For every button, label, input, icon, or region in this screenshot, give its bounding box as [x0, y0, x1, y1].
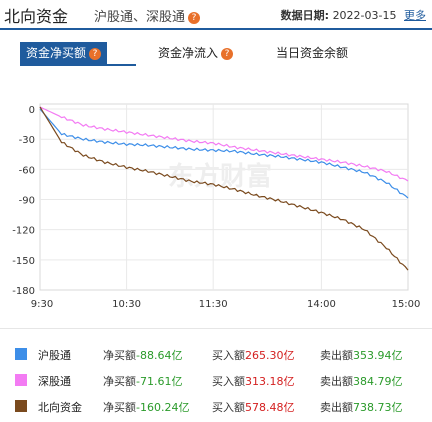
page-title: 北向资金 [4, 7, 69, 26]
y-tick-label: -120 [12, 226, 35, 237]
chart-grid [40, 104, 408, 290]
sell-cell: 卖出额384.79亿 [320, 373, 403, 389]
y-tick-label: -180 [12, 286, 35, 297]
series-line [39, 106, 409, 271]
sell-label: 卖出额 [320, 401, 353, 414]
tab-net-buy[interactable]: 资金净买额? [20, 42, 108, 64]
buy-value: 265.30亿 [245, 349, 295, 362]
sell-value: 384.79亿 [353, 375, 403, 388]
subtitle-text: 沪股通、深股通 [94, 10, 186, 25]
net-buy-label: 净买额 [103, 401, 136, 414]
legend-row: 北向资金 净买额-160.24亿 买入额578.48亿 卖出额738.73亿 [0, 394, 432, 418]
tab-net-inflow[interactable]: 资金净流入? [152, 42, 239, 64]
x-tick-label: 10:30 [112, 299, 141, 310]
help-icon[interactable]: ? [188, 11, 201, 24]
sell-value: 738.73亿 [353, 401, 403, 414]
tab-net-buy-label: 资金净买额 [26, 46, 87, 60]
legend-name: 深股通 [38, 375, 71, 388]
tab-underline [20, 64, 136, 66]
legend-name: 北向资金 [38, 401, 82, 414]
sell-label: 卖出额 [320, 349, 353, 362]
net-buy-value: -71.61亿 [136, 375, 183, 388]
y-tick-label: 0 [29, 105, 35, 116]
tab-net-inflow-label: 资金净流入 [158, 46, 219, 60]
tab-balance[interactable]: 当日资金余额 [270, 42, 354, 64]
net-buy-cell: 净买额-71.61亿 [103, 373, 182, 389]
net-buy-value: -160.24亿 [136, 401, 190, 414]
y-tick-label: -90 [19, 196, 35, 207]
sell-label: 卖出额 [320, 375, 353, 388]
help-icon[interactable]: ? [89, 47, 102, 60]
x-axis: 9:30 10:30 11:30 14:00 15:00 [31, 299, 421, 310]
legend-row: 深股通 净买额-71.61亿 买入额313.18亿 卖出额384.79亿 [0, 368, 432, 392]
buy-label: 买入额 [212, 401, 245, 414]
x-tick-label: 15:00 [392, 299, 421, 310]
sell-cell: 卖出额353.94亿 [320, 347, 403, 363]
chart-series [39, 106, 409, 271]
buy-label: 买入额 [212, 375, 245, 388]
buy-value: 313.18亿 [245, 375, 295, 388]
data-date: 数据日期: 2022-03-15 更多 [281, 7, 426, 23]
net-buy-label: 净买额 [103, 375, 136, 388]
divider [0, 328, 432, 329]
net-buy-value: -88.64亿 [136, 349, 183, 362]
data-date-value: 2022-03-15 [332, 9, 397, 22]
help-icon[interactable]: ? [221, 47, 234, 60]
x-tick-label: 14:00 [307, 299, 336, 310]
chart-plot-area [39, 103, 409, 291]
data-date-label: 数据日期: [280, 9, 330, 22]
buy-cell: 买入额313.18亿 [212, 373, 295, 389]
x-tick-label: 11:30 [199, 299, 228, 310]
y-tick-label: -150 [12, 256, 35, 267]
x-tick-label: 9:30 [31, 299, 53, 310]
line-chart: 东方财富 0 -30 -60 -90 -120 -150 -180 9:30 10:30 11:… [12, 103, 421, 310]
y-axis: 0 -30 -60 -90 -120 -150 -180 [12, 105, 35, 297]
y-tick-label: -30 [19, 135, 35, 146]
net-buy-label: 净买额 [103, 349, 136, 362]
buy-label: 买入额 [212, 349, 245, 362]
legend-swatch [15, 400, 27, 412]
legend-swatch [15, 374, 27, 386]
tab-bar: 资金净买额? 资金净流入? 当日资金余额 [20, 42, 432, 66]
net-buy-cell: 净买额-160.24亿 [103, 399, 189, 415]
y-tick-label: -60 [19, 165, 35, 176]
more-link[interactable]: 更多 [404, 9, 426, 22]
page-subtitle: 沪股通、深股通? [94, 6, 201, 25]
legend-name: 沪股通 [38, 349, 71, 362]
buy-cell: 买入额578.48亿 [212, 399, 295, 415]
sell-value: 353.94亿 [353, 349, 403, 362]
sell-cell: 卖出额738.73亿 [320, 399, 403, 415]
series-line [39, 106, 409, 182]
buy-cell: 买入额265.30亿 [212, 347, 295, 363]
buy-value: 578.48亿 [245, 401, 295, 414]
chart-watermark: 东方财富 [168, 161, 272, 192]
legend-row: 沪股通 净买额-88.64亿 买入额265.30亿 卖出额353.94亿 [0, 342, 432, 366]
tab-balance-label: 当日资金余额 [276, 46, 349, 60]
series-line [39, 108, 409, 199]
net-buy-cell: 净买额-88.64亿 [103, 347, 182, 363]
page-header: 北向资金 沪股通、深股通? 数据日期: 2022-03-15 更多 [0, 0, 432, 30]
legend-swatch [15, 348, 27, 360]
